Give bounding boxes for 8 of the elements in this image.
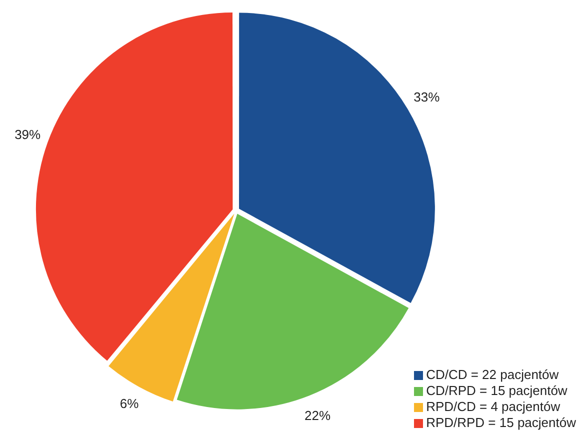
legend-label: RPD/RPD = 15 pacjentów bbox=[426, 415, 576, 431]
legend-label: CD/CD = 22 pacjentów bbox=[426, 367, 559, 383]
legend-label: RPD/CD = 4 pacjentów bbox=[426, 399, 560, 415]
data-label: 6% bbox=[120, 396, 140, 412]
data-label: 33% bbox=[414, 89, 440, 104]
legend-label: CD/RPD = 15 pacjentów bbox=[426, 383, 568, 399]
data-label: 39% bbox=[14, 127, 42, 142]
data-label: 22% bbox=[304, 408, 331, 424]
